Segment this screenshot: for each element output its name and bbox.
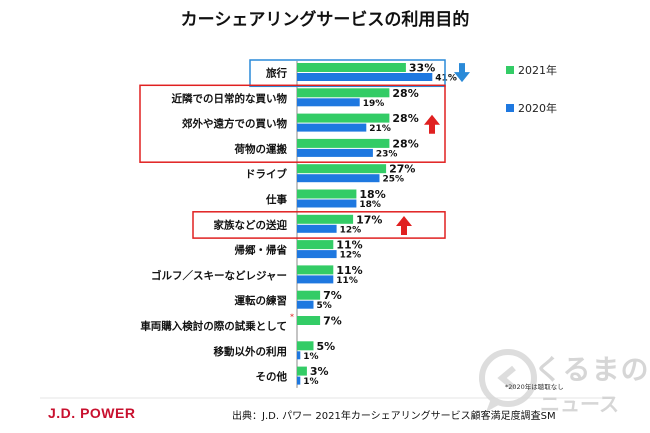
data-label-2020: 18% [359,200,381,210]
category-label: 運転の練習 [235,294,288,307]
data-label-2020: 41% [435,74,457,84]
bar-2021 [297,189,357,199]
brand-logo: J.D. POWER [48,405,136,421]
watermark-text: くるまの [534,353,650,386]
data-label-2021: 5% [317,340,336,353]
bar-2021 [297,164,387,174]
highlight-box-red [139,84,446,163]
category-label: 近隣での日常的な買い物 [172,92,288,105]
bar-2020 [297,376,301,385]
bar-2020 [297,148,373,157]
bar-2020 [297,98,360,107]
bar-2021 [297,240,334,250]
arrow-down-icon [454,63,470,83]
data-label-2021: 33% [409,62,435,75]
data-label-2020: 23% [376,149,398,159]
bar-2021 [297,113,390,123]
arrow-up-icon [424,114,440,134]
legend-item-2020: 2020年 [506,100,606,116]
bar-2020 [297,123,367,132]
highlight-box-blue [249,59,446,88]
data-label-2020: 19% [363,99,385,109]
source-note: 出典：J.D. パワー 2021年カーシェアリングサービス顧客満足度調査SM [232,411,556,422]
bar-2021 [297,265,334,275]
bar-2020 [297,73,433,81]
category-label: その他 [256,370,288,383]
car-speech-icon [479,349,537,412]
bar-2020 [297,174,380,183]
data-label-2020: 1% [303,352,318,362]
category-label: 旅行 [266,67,287,80]
bar-2021 [297,290,321,300]
legend-label-2021: 2021年 [518,64,557,77]
data-label-2021: 11% [336,239,362,252]
data-label-2020: 21% [369,124,391,134]
chart-legend: 2021年 2020年 [506,62,606,138]
bar-2020 [297,275,334,284]
highlight-box-red [192,211,446,239]
data-label-2021: 7% [323,289,342,302]
category-marker: * [290,313,294,322]
watermark-subtext: ニュース [540,392,619,416]
data-label-2021: 11% [336,264,362,277]
data-label-2020: 5% [317,301,332,311]
bar-2020 [297,199,357,208]
data-label-2021: 18% [359,188,385,201]
data-label-2021: 28% [392,112,418,125]
data-label-2021: 27% [389,163,415,176]
category-label: 家族などの送迎 [214,218,288,231]
bar-2020 [297,300,314,309]
category-label: 仕事 [265,193,287,206]
chart-title: カーシェアリングサービスの利用目的 [181,9,470,30]
category-label: ドライブ [245,168,287,181]
bar-2020 [297,351,301,360]
category-label: ゴルフ／スキーなどレジャー [151,269,287,282]
data-label-2020: 12% [340,251,362,261]
bar-2021 [297,214,354,224]
data-label-2020: 1% [303,377,318,387]
category-label: 荷物の運搬 [234,142,288,155]
legend-swatch-2021 [506,66,514,74]
bar-2021 [297,88,390,98]
data-label-2021: 7% [323,315,342,328]
bar-2021 [297,138,390,148]
category-label: 帰郷・帰省 [235,244,288,257]
bar-2021 [297,316,321,325]
category-label: 車両購入検討の際の試乗として [140,320,287,333]
bar-2020 [297,250,337,259]
data-label-2020: 25% [383,175,405,185]
data-label-2020: 12% [340,225,362,235]
category-label: 郊外や遠方での買い物 [182,117,287,130]
data-label-2021: 28% [392,137,418,150]
arrow-up-icon [396,215,412,235]
bar-2021 [297,63,406,72]
data-label-2021: 28% [392,87,418,100]
category-label: 移動以外の利用 [214,345,288,358]
bar-2020 [297,224,337,233]
data-label-2021: 17% [356,213,382,226]
bar-2021 [297,341,314,351]
legend-label-2020: 2020年 [518,102,557,115]
legend-item-2021: 2021年 [506,62,606,78]
legend-swatch-2020 [506,104,514,112]
footnote: *2020年は聴取なし [505,383,564,391]
data-label-2021: 3% [310,365,329,378]
watermark-logo: くるまの ニュース [478,340,648,430]
bar-2021 [297,366,307,376]
data-label-2020: 11% [336,276,358,286]
